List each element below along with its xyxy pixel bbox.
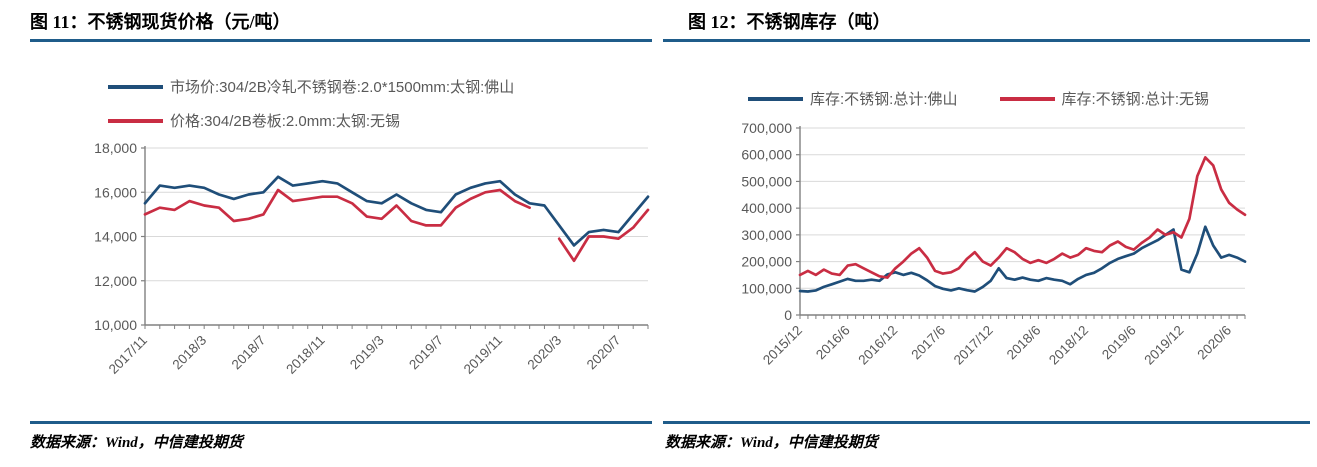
x-tick-label: 2020/7 xyxy=(584,333,624,373)
figure12-legend: 库存:不锈钢:总计:佛山 库存:不锈钢:总计:无锡 xyxy=(748,88,1209,109)
y-tick-label: 12,000 xyxy=(94,273,137,289)
legend-label: 市场价:304/2B冷轧不锈钢卷:2.0*1500mm:太钢:佛山 xyxy=(170,79,515,96)
x-tick-label: 2020/3 xyxy=(525,333,565,373)
y-tick-label: 600,000 xyxy=(741,147,792,163)
x-tick-label: 2018/11 xyxy=(283,333,327,377)
x-axis-labels: 2017/11 2018/3 2018/7 2018/11 2019/3 2019/7 20… xyxy=(106,333,624,377)
y-gridlines xyxy=(141,147,648,326)
x-tick-label: 2019/11 xyxy=(461,333,505,377)
y-tick-label: 500,000 xyxy=(741,173,792,189)
x-tick-label: 2018/6 xyxy=(1004,323,1044,363)
x-tick-label: 2019/3 xyxy=(347,333,387,373)
x-tick-label: 2017/11 xyxy=(106,333,150,377)
y-tick-label: 18,000 xyxy=(94,140,137,156)
legend-item-foshan-inventory: 库存:不锈钢:总计:佛山 xyxy=(748,88,958,109)
x-tick-label: 2016/6 xyxy=(813,323,853,363)
figure12-source: 数据来源：Wind，中信建投期货 xyxy=(665,435,878,451)
y-tick-label: 0 xyxy=(784,307,792,323)
legend-item-foshan-price: 市场价:304/2B冷轧不锈钢卷:2.0*1500mm:太钢:佛山 xyxy=(108,76,514,97)
figure11-source: 数据来源：Wind，中信建投期货 xyxy=(30,435,243,451)
y-tick-label: 400,000 xyxy=(741,200,792,216)
y-axis-labels: 10,000 12,000 14,000 16,000 18,000 xyxy=(94,140,137,333)
series-line xyxy=(143,188,650,263)
figure11-top-rule xyxy=(30,39,652,42)
y-gridlines xyxy=(796,127,1245,316)
axes xyxy=(799,126,1245,316)
series-line xyxy=(798,156,1247,279)
x-tick-label: 2018/7 xyxy=(229,333,269,373)
legend-label: 价格:304/2B卷板:2.0mm:太钢:无锡 xyxy=(170,113,401,130)
axes xyxy=(144,146,648,326)
x-tick-label: 2019/12 xyxy=(1141,323,1186,368)
x-tick-label: 2017/6 xyxy=(908,323,948,363)
series-line xyxy=(143,175,650,247)
y-tick-label: 10,000 xyxy=(94,317,137,333)
legend-item-wuxi-inventory: 库存:不锈钢:总计:无锡 xyxy=(999,88,1210,109)
y-tick-label: 700,000 xyxy=(741,120,792,136)
legend-label: 库存:不锈钢:总计:无锡 xyxy=(1061,91,1210,108)
series-line xyxy=(798,225,1247,293)
x-tick-label: 2019/6 xyxy=(1099,323,1139,363)
x-tick-label: 2018/3 xyxy=(169,333,209,373)
y-tick-label: 16,000 xyxy=(94,184,137,200)
figure11-title: 图 11：不锈钢现货价格（元/吨） xyxy=(30,12,291,32)
legend-swatch-blue-line xyxy=(108,84,163,89)
legend-label: 库存:不锈钢:总计:佛山 xyxy=(810,91,958,108)
figure12-title: 图 12：不锈钢库存（吨） xyxy=(688,12,891,32)
y-tick-label: 200,000 xyxy=(741,254,792,270)
y-tick-label: 300,000 xyxy=(741,227,792,243)
figure12-bottom-rule xyxy=(663,421,1310,424)
y-axis-labels: 0 100,000 200,000 300,000 400,000 500,000 600,… xyxy=(741,120,792,323)
legend-item-wuxi-price: 价格:304/2B卷板:2.0mm:太钢:无锡 xyxy=(108,110,514,131)
figure11-bottom-rule xyxy=(30,421,652,424)
x-tick-label: 2018/12 xyxy=(1046,323,1091,368)
figure11-legend: 市场价:304/2B冷轧不锈钢卷:2.0*1500mm:太钢:佛山 价格:304… xyxy=(108,76,514,131)
legend-swatch-blue-line xyxy=(748,96,803,101)
y-tick-label: 14,000 xyxy=(94,229,137,245)
legend-swatch-red-line xyxy=(108,118,163,123)
inventory-line-chart: 0 100,000 200,000 300,000 400,000 500,000 600,… xyxy=(741,120,1247,368)
x-tick-label: 2016/12 xyxy=(855,323,900,368)
x-tick-label: 2019/7 xyxy=(406,333,446,373)
legend-swatch-red-line xyxy=(999,96,1055,101)
figure12-top-rule xyxy=(663,39,1310,42)
x-tick-label: 2017/12 xyxy=(951,323,996,368)
y-tick-label: 100,000 xyxy=(741,280,792,296)
x-tick-label: 2015/12 xyxy=(760,323,805,368)
x-tick-label: 2020/6 xyxy=(1194,323,1234,363)
x-axis-labels: 2015/12 2016/6 2016/12 2017/6 2017/12 2018/6 2… xyxy=(760,323,1234,368)
